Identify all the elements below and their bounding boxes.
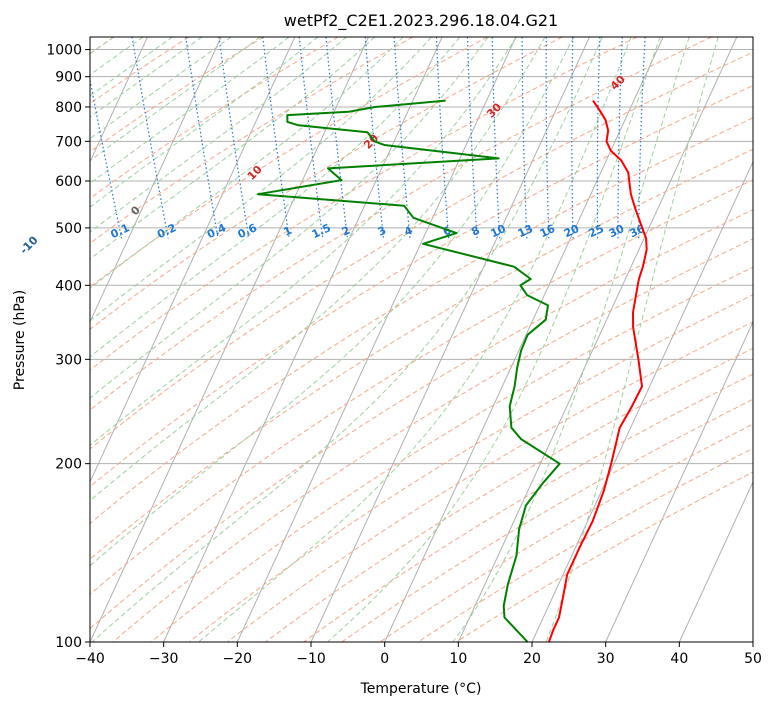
dry-adiabat-line [90, 148, 753, 560]
y-tick-label: 500 [55, 221, 82, 237]
isotherm-line [90, 37, 296, 484]
moist-adiabat-line [90, 37, 404, 289]
chart-title: wetPf2_C2E1.2023.296.18.04.G21 [284, 11, 558, 31]
mixing-ratio-line [491, 37, 501, 239]
moist-adiabat-line [327, 37, 661, 642]
y-tick-label: 300 [55, 352, 82, 368]
mixing-ratio-lines [90, 37, 646, 239]
x-tick-label: 30 [597, 651, 615, 667]
x-tick-label: 20 [523, 651, 541, 667]
mixing-ratio-line [435, 37, 450, 239]
y-tick-label: 100 [55, 635, 82, 651]
mixing-ratio-line [218, 37, 250, 239]
x-tick-label: −30 [149, 651, 179, 667]
moist-adiabat-line [90, 37, 261, 162]
y-tick-label: 200 [55, 457, 82, 473]
moist-adiabat-line [90, 37, 461, 358]
moist-adiabat-line [90, 37, 319, 208]
mixing-ratio-line [298, 37, 324, 239]
x-tick-label: −40 [75, 651, 105, 667]
x-tick-label: −20 [223, 651, 253, 667]
mixing-ratio-label: 13 [516, 222, 535, 240]
x-tick-label: −10 [296, 651, 326, 667]
mixing-ratio-label: 16 [538, 222, 558, 240]
dewpoint-profile-line [257, 99, 561, 642]
isotherm-line [384, 37, 664, 642]
moist-adiabat-line [90, 37, 546, 502]
moist-adiabat-line [90, 37, 290, 184]
isotherm-line [457, 37, 738, 642]
dry-adiabat-line [112, 238, 753, 642]
moist-adiabat-line [90, 37, 517, 446]
dry-adiabat-line [90, 37, 339, 199]
mixing-ratio-line [521, 37, 528, 239]
moist-adiabat-line [90, 37, 575, 567]
mixing-ratio-label: 10 [489, 222, 509, 240]
isotherm-line [90, 37, 222, 324]
y-tick-label: 700 [55, 134, 82, 150]
y-tick-label: 1000 [46, 43, 82, 59]
axis-ticks: −40 −30 −20 −10 0 10 20 30 40 50 100 200 300 400 500 60… [46, 43, 762, 667]
dry-adiabats [90, 37, 753, 642]
moist-adiabat-line [90, 37, 376, 260]
x-tick-label: 0 [380, 651, 389, 667]
y-axis-label: Pressure (hPa) [12, 290, 28, 390]
temperature-profile-line [547, 100, 648, 642]
moist-adiabat-line [90, 37, 347, 233]
isotherm-line [605, 320, 753, 642]
dry-adiabat-line [90, 51, 753, 450]
x-tick-label: 40 [670, 651, 688, 667]
moist-adiabat-line [90, 37, 432, 322]
mixing-ratio-line [393, 37, 411, 239]
dry-adiabat-line [150, 266, 753, 642]
sounding-series [257, 99, 648, 642]
dry-adiabat-line [90, 37, 190, 105]
x-tick-label: 10 [449, 651, 467, 667]
y-tick-label: 400 [55, 278, 82, 294]
dry-adiabat-line [90, 37, 563, 330]
mixing-ratio-line [262, 37, 290, 239]
isotherm-line [531, 160, 753, 642]
mixing-ratio-line [325, 37, 349, 239]
moist-adiabat-line [91, 37, 603, 642]
y-tick-label: 900 [55, 70, 82, 86]
dry-adiabat-line [90, 37, 712, 411]
mixing-ratio-label: 25 [586, 222, 605, 240]
mixing-ratio-line [596, 37, 601, 239]
moist-adiabat-line [90, 37, 232, 140]
mixing-ratio-line [364, 37, 385, 239]
dry-adiabat-line [303, 373, 753, 642]
mixing-ratio-label: 30 [607, 222, 627, 240]
moist-adiabat-line [545, 37, 719, 642]
isotherm-line [90, 37, 148, 164]
moist-adiabat-line [90, 37, 203, 118]
mixing-ratio-label: 20 [562, 222, 582, 240]
isotherm-line [678, 480, 753, 642]
mixing-ratio-line [466, 37, 478, 239]
x-axis-label: Temperature (°C) [360, 681, 482, 697]
mixing-ratio-line [131, 37, 169, 239]
moist-adiabat-line [452, 37, 690, 642]
dry-adiabat-line [188, 294, 753, 642]
y-tick-label: 800 [55, 100, 82, 116]
mixing-ratio-line [638, 37, 646, 239]
moist-adiabat-line [90, 37, 173, 97]
y-tick-label: 600 [55, 174, 82, 190]
isotherm-line [90, 37, 369, 642]
plot-frame [89, 36, 754, 643]
isotherm-line [163, 37, 443, 642]
dry-adiabat-line [90, 37, 414, 244]
mixing-ratio-line [185, 37, 219, 239]
x-tick-label: 50 [744, 651, 762, 667]
mixing-ratio-line [617, 37, 623, 239]
mixing-ratio-line [545, 37, 550, 239]
dry-adiabat-line [90, 117, 753, 525]
isotherm-line [236, 37, 517, 642]
moist-adiabat-line [198, 37, 632, 642]
dry-adiabat-line [90, 37, 488, 288]
mixing-ratio-line [571, 37, 574, 239]
